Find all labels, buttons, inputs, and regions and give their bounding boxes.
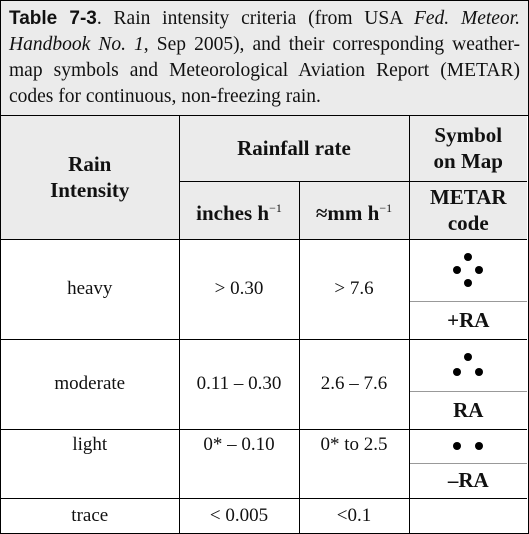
symbol-cell [408,428,528,464]
code-cell: RA [409,390,528,430]
cell: 0.11 – 0.30 [178,338,300,430]
code-cell: +RA [409,300,528,340]
header-text: Rain Intensity [50,152,130,203]
header-cell: ≈mm h−1 [298,180,410,240]
caption: Table 7-3. Rain intensity criteria (from… [1,1,528,116]
caption-text: , Sep 2005), and their corresponding wea… [9,34,520,107]
heavy-rain-symbol [453,253,484,287]
cell: trace [1,497,180,533]
cell: 2.6 – 7.6 [298,338,410,430]
light-rain-symbol [453,442,484,450]
header-cell: inches h−1 [179,180,300,240]
header-text: inches h [196,200,270,225]
cell: heavy [1,238,180,340]
cell: moderate [1,338,180,430]
table: Rain Intensity Rainfall rate Symbol on M… [1,116,528,533]
header-text: Rainfall rate [237,136,351,161]
cell: 0* – 0.10 [178,428,300,499]
header-cell: Rainfall rate [178,116,410,182]
cell: light [1,428,180,499]
header-cell: Symbol on Map [408,116,528,182]
cell: 0* to 2.5 [298,428,410,499]
caption-label: Table 7-3 [9,8,97,29]
header-text: ≈mm h [315,200,380,225]
header-text: METAR code [429,185,507,235]
moderate-rain-symbol [453,353,484,376]
header-cell: METAR code [408,180,528,240]
symbol-cell [408,238,528,302]
symbol-cell [408,338,528,392]
header-sup: −1 [269,200,282,215]
cell: > 7.6 [298,238,410,340]
header-text: Symbol on Map [433,123,503,174]
empty-cell [408,497,528,533]
code-cell: –RA [409,462,528,499]
caption-source: Fed. Meteor. Handbook No. 1 [9,8,520,55]
caption-text: . Rain intensity criteria (from USA [96,8,414,29]
header-cell: Rain Intensity [1,116,180,240]
cell: < 0.005 [178,497,300,533]
cell: > 0.30 [178,238,300,340]
header-sup: −1 [379,200,393,215]
cell: <0.1 [298,497,410,533]
